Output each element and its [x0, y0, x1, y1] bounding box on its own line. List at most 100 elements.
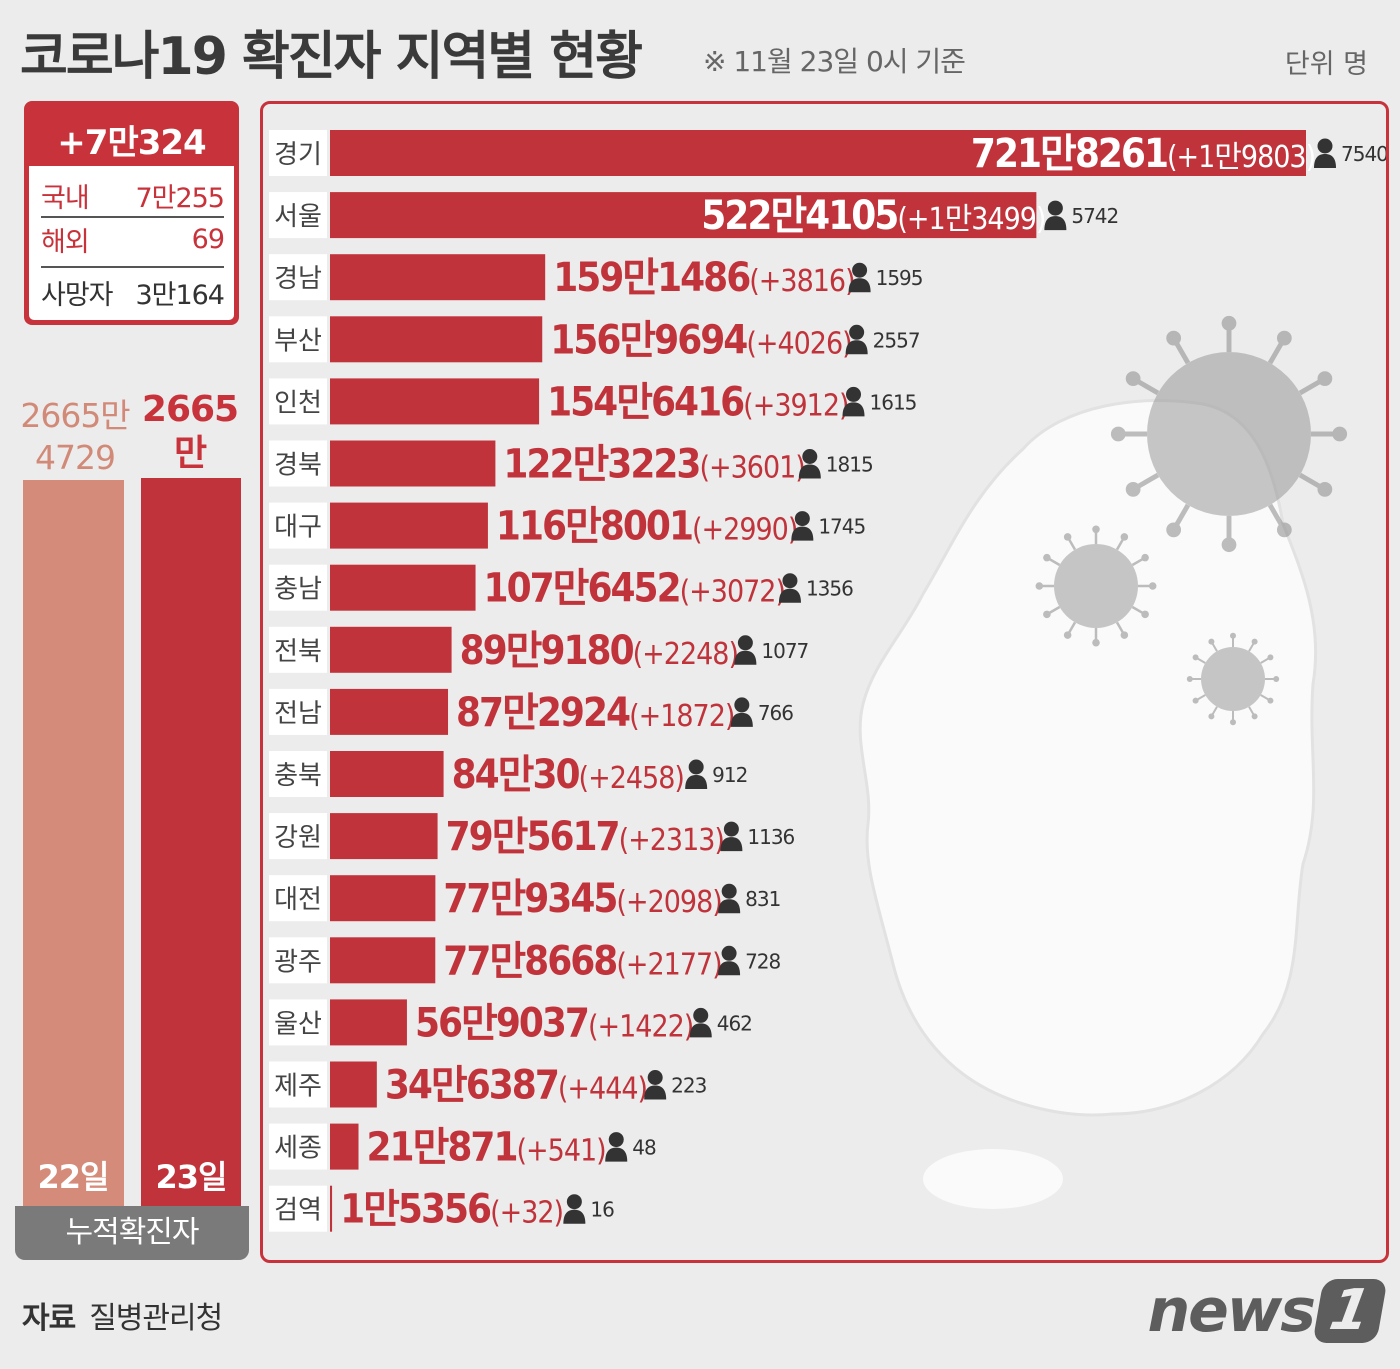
bar: [330, 688, 449, 735]
value-label-total: 522만4105: [701, 193, 897, 239]
cumulative-label-22: 2665만 4729: [20, 395, 130, 479]
person-icon: [1314, 138, 1336, 168]
domestic-label: 국내: [41, 182, 90, 214]
person-icon-body: [845, 340, 868, 355]
bar: [330, 813, 438, 860]
person-icon-head: [794, 511, 810, 527]
deaths-label: 1136: [747, 825, 794, 849]
virus-spike-tip: [1276, 330, 1292, 346]
value-label-total: 87만2924: [456, 690, 630, 736]
value-label-total: 154만6416: [547, 379, 744, 425]
category-label-bg: [269, 254, 327, 301]
person-icon-head: [1317, 138, 1333, 154]
virus-spike-tip: [1043, 553, 1051, 562]
cumulative-day-23: 23일: [155, 1158, 228, 1196]
deaths-label: 16: [590, 1198, 614, 1222]
value-label: 159만1486(+3816): [553, 255, 854, 301]
value-label-total: 1만5356: [340, 1187, 491, 1233]
virus-spike-tip: [1063, 631, 1072, 639]
virus-spike-tip: [1120, 631, 1129, 639]
summary-row-domestic: 국내 7만255: [41, 174, 225, 218]
virus-icon: [1186, 632, 1280, 726]
category-label-bg: [269, 626, 327, 673]
value-label-new: (+2313): [619, 823, 724, 858]
virus-spike-tip: [1221, 537, 1237, 553]
virus-icon: [1110, 315, 1348, 553]
category-label: 강원: [274, 823, 322, 853]
virus-spike-tip: [1208, 713, 1215, 720]
bar: [330, 254, 546, 301]
deaths-label: 728: [745, 949, 780, 973]
summary-details: 국내 7만255 해외 69 사망자 3만164: [29, 166, 234, 320]
bar: [330, 564, 476, 611]
bar: [330, 1061, 377, 1108]
virus-spike-tip: [1317, 481, 1333, 497]
deaths-label: 1356: [806, 577, 853, 601]
person-icon-body: [1044, 216, 1067, 231]
category-label: 경기: [274, 140, 322, 170]
person-icon-head: [723, 821, 739, 837]
category-label: 충남: [274, 575, 322, 605]
deaths-label: 1745: [818, 515, 865, 539]
value-label-new: (+1만3499): [897, 202, 1045, 237]
person-icon-head: [782, 573, 798, 589]
value-label: 84만30(+2458): [452, 752, 684, 798]
bar: [330, 626, 452, 673]
virus-spike-tip: [1141, 553, 1149, 562]
value-label: 21만871(+541): [367, 1125, 606, 1171]
deaths-label: 462: [717, 1011, 752, 1035]
deaths-label: 223: [671, 1074, 706, 1098]
cumulative-footer: 누적확진자: [15, 1206, 249, 1260]
category-label-bg: [269, 440, 327, 487]
virus-spike-tip: [1208, 638, 1215, 645]
bar-row: 세종 21만871(+541) 48: [269, 1123, 657, 1171]
virus-spike-tip: [1035, 582, 1044, 590]
cumulative-bar-23: [141, 478, 241, 1206]
bar-row: 울산 56만9037(+1422) 462: [269, 999, 753, 1046]
value-label: 116만8001(+2990): [496, 504, 797, 550]
deaths-label: 1615: [870, 390, 917, 414]
person-icon: [685, 759, 708, 789]
value-label-new: (+1만9803): [1167, 140, 1315, 175]
person-icon: [1044, 200, 1067, 231]
person-icon-body: [734, 650, 757, 665]
person-icon: [720, 821, 743, 852]
bar-row: 제주 34만6387(+444) 223: [269, 1061, 708, 1109]
bar: [330, 999, 407, 1046]
value-label: 1만5356(+32): [340, 1187, 563, 1233]
category-label: 경북: [274, 451, 322, 481]
virus-spike-tip: [1063, 533, 1072, 541]
person-icon: [848, 262, 871, 293]
virus-body: [1201, 647, 1265, 711]
value-label-new: (+541): [517, 1134, 606, 1169]
news1-logo: news 1: [1147, 1276, 1388, 1346]
value-label-new: (+444): [558, 1072, 647, 1107]
category-label-bg: [269, 130, 327, 176]
person-icon: [778, 573, 801, 603]
person-icon-head: [849, 324, 865, 340]
person-icon-head: [852, 262, 868, 278]
bar: [330, 440, 496, 487]
summary-row-overseas: 해외 69: [41, 218, 225, 260]
virus-spike-tip: [1267, 697, 1274, 704]
background-map: [858, 315, 1348, 1209]
value-label: 156만9694(+4026): [550, 317, 851, 363]
value-label-total: 56만9037: [415, 1000, 588, 1046]
virus-spike-tip: [1092, 638, 1100, 647]
domestic-value: 7만255: [135, 182, 225, 214]
category-label: 부산: [274, 326, 322, 356]
value-label-total: 721만8261: [971, 131, 1167, 177]
virus-spike-tip: [1043, 610, 1051, 619]
person-icon-head: [688, 759, 704, 775]
virus-spike-tip: [1120, 533, 1129, 541]
person-icon: [718, 883, 741, 914]
person-icon-head: [737, 635, 753, 651]
person-icon-body: [605, 1147, 628, 1162]
source-credit: 자료 질병관리청: [22, 1293, 223, 1337]
value-label: 34만6387(+444): [385, 1063, 647, 1109]
person-icon-body: [1314, 154, 1336, 168]
person-icon: [718, 945, 741, 976]
summary-total-new: +7만324: [57, 123, 206, 163]
person-icon-head: [721, 945, 737, 961]
virus-spike-tip: [1230, 632, 1236, 639]
